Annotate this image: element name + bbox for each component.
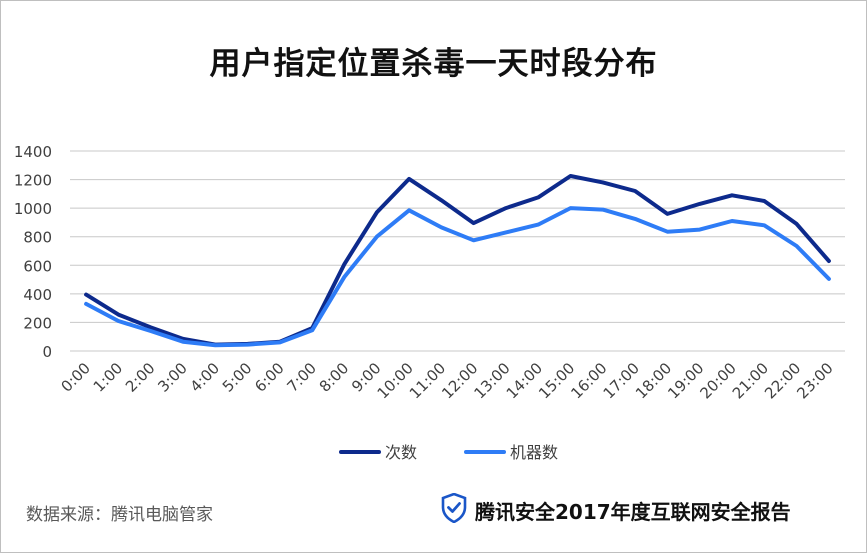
x-tick-label: 22:00 <box>761 359 804 402</box>
data-source-note: 数据来源：腾讯电脑管家 <box>26 505 213 525</box>
y-tick-label: 1200 <box>14 172 52 190</box>
x-tick-label: 10:00 <box>374 359 417 402</box>
x-tick-label: 19:00 <box>664 359 707 402</box>
x-tick-label: 13:00 <box>470 359 513 402</box>
y-tick-label: 800 <box>23 229 52 247</box>
x-tick-label: 18:00 <box>632 359 675 402</box>
gridlines <box>70 150 845 352</box>
brand-footer: 腾讯安全2017年度互联网安全报告 <box>441 492 791 527</box>
x-tick-label: 2:00 <box>122 359 159 396</box>
shield-check-icon <box>441 492 467 527</box>
x-tick-label: 8:00 <box>316 359 353 396</box>
x-tick-label: 23:00 <box>793 359 836 402</box>
x-tick-label: 4:00 <box>187 359 224 396</box>
x-tick-label: 0:00 <box>57 359 94 396</box>
x-tick-label: 7:00 <box>283 359 320 396</box>
legend-label: 次数 <box>385 443 417 462</box>
x-tick-label: 16:00 <box>567 359 610 402</box>
legend-label: 机器数 <box>510 443 558 462</box>
x-tick-label: 11:00 <box>406 359 449 402</box>
y-axis-ticks: 0 200 400 600 800 1000 1200 1400 <box>14 143 52 361</box>
series-line-1 <box>84 206 831 348</box>
x-tick-label: 5:00 <box>219 359 256 396</box>
y-tick-label: 0 <box>42 343 52 361</box>
x-tick-label: 1:00 <box>90 359 127 396</box>
x-tick-label: 3:00 <box>154 359 191 396</box>
y-tick-label: 200 <box>23 314 52 332</box>
x-axis-ticks: 0:001:002:003:004:005:006:007:008:009:00… <box>57 359 836 402</box>
x-tick-label: 20:00 <box>697 359 740 402</box>
x-tick-label: 6:00 <box>251 359 288 396</box>
x-tick-label: 12:00 <box>438 359 481 402</box>
series-lines <box>84 174 831 348</box>
y-tick-label: 600 <box>23 257 52 275</box>
y-tick-label: 400 <box>23 286 52 304</box>
y-tick-label: 1400 <box>14 143 52 161</box>
legend: 次数 机器数 <box>339 443 558 462</box>
x-tick-label: 17:00 <box>600 359 643 402</box>
brand-title: 腾讯安全2017年度互联网安全报告 <box>475 499 791 524</box>
chart-title: 用户指定位置杀毒一天时段分布 <box>209 46 658 82</box>
series-line-0 <box>84 174 831 347</box>
x-tick-label: 14:00 <box>503 359 546 402</box>
x-tick-label: 15:00 <box>535 359 578 402</box>
x-tick-label: 21:00 <box>729 359 772 402</box>
y-tick-label: 1000 <box>14 200 52 218</box>
